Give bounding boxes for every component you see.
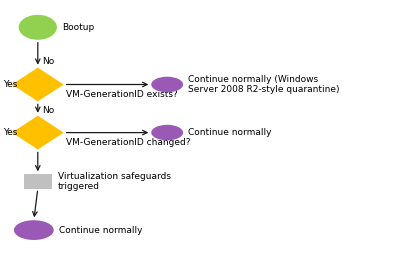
Polygon shape (12, 68, 64, 101)
Ellipse shape (151, 77, 183, 92)
Text: Yes: Yes (3, 80, 18, 89)
Text: Continue normally: Continue normally (188, 128, 271, 137)
Text: No: No (42, 106, 54, 115)
Text: VM-GenerationID exists?: VM-GenerationID exists? (66, 90, 178, 99)
Text: Bootup: Bootup (62, 23, 94, 32)
Ellipse shape (19, 15, 57, 40)
Text: Continue normally: Continue normally (59, 226, 142, 235)
Text: Yes: Yes (3, 128, 18, 137)
Ellipse shape (14, 220, 54, 240)
Text: VM-GenerationID changed?: VM-GenerationID changed? (66, 138, 190, 147)
Text: Virtualization safeguards
triggered: Virtualization safeguards triggered (58, 172, 171, 191)
Polygon shape (12, 116, 64, 150)
Text: Continue normally (Windows
Server 2008 R2-style quarantine): Continue normally (Windows Server 2008 R… (188, 75, 339, 94)
Bar (24, 174, 52, 188)
Text: No: No (42, 57, 54, 66)
Ellipse shape (151, 125, 183, 140)
